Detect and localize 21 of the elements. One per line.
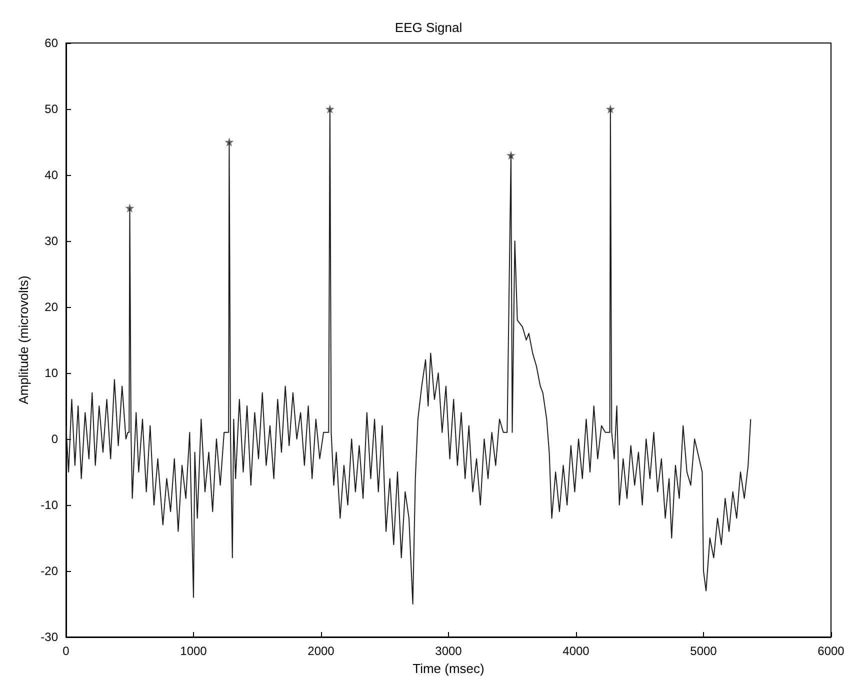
chart-title: EEG Signal — [394, 20, 462, 35]
y-tick-label: 10 — [44, 366, 58, 380]
x-tick-label: 3000 — [435, 644, 462, 658]
y-tick-label: 20 — [44, 300, 58, 314]
y-tick-label: 60 — [44, 36, 58, 50]
x-tick-label: 4000 — [562, 644, 590, 658]
point — [506, 150, 516, 160]
y-axis-title: Amplitude (microvolts) — [16, 276, 31, 404]
x-tick-label: 2000 — [308, 644, 335, 658]
x-axis-title: Time (msec) — [412, 660, 484, 676]
y-tick-label: 40 — [44, 168, 58, 182]
y-tick-label: -20 — [40, 564, 58, 578]
y-tick-label: -10 — [40, 498, 58, 512]
x-tick-label: 5000 — [690, 644, 718, 658]
y-tick-label: 30 — [44, 234, 58, 248]
x-tick-label: 6000 — [818, 644, 845, 658]
y-tick-label: 50 — [44, 102, 58, 116]
x-tick-label: 0 — [62, 644, 70, 658]
y-tick-label: 0 — [51, 432, 58, 446]
x-tick-label: 1000 — [180, 644, 208, 658]
y-tick-label: -30 — [40, 630, 58, 644]
